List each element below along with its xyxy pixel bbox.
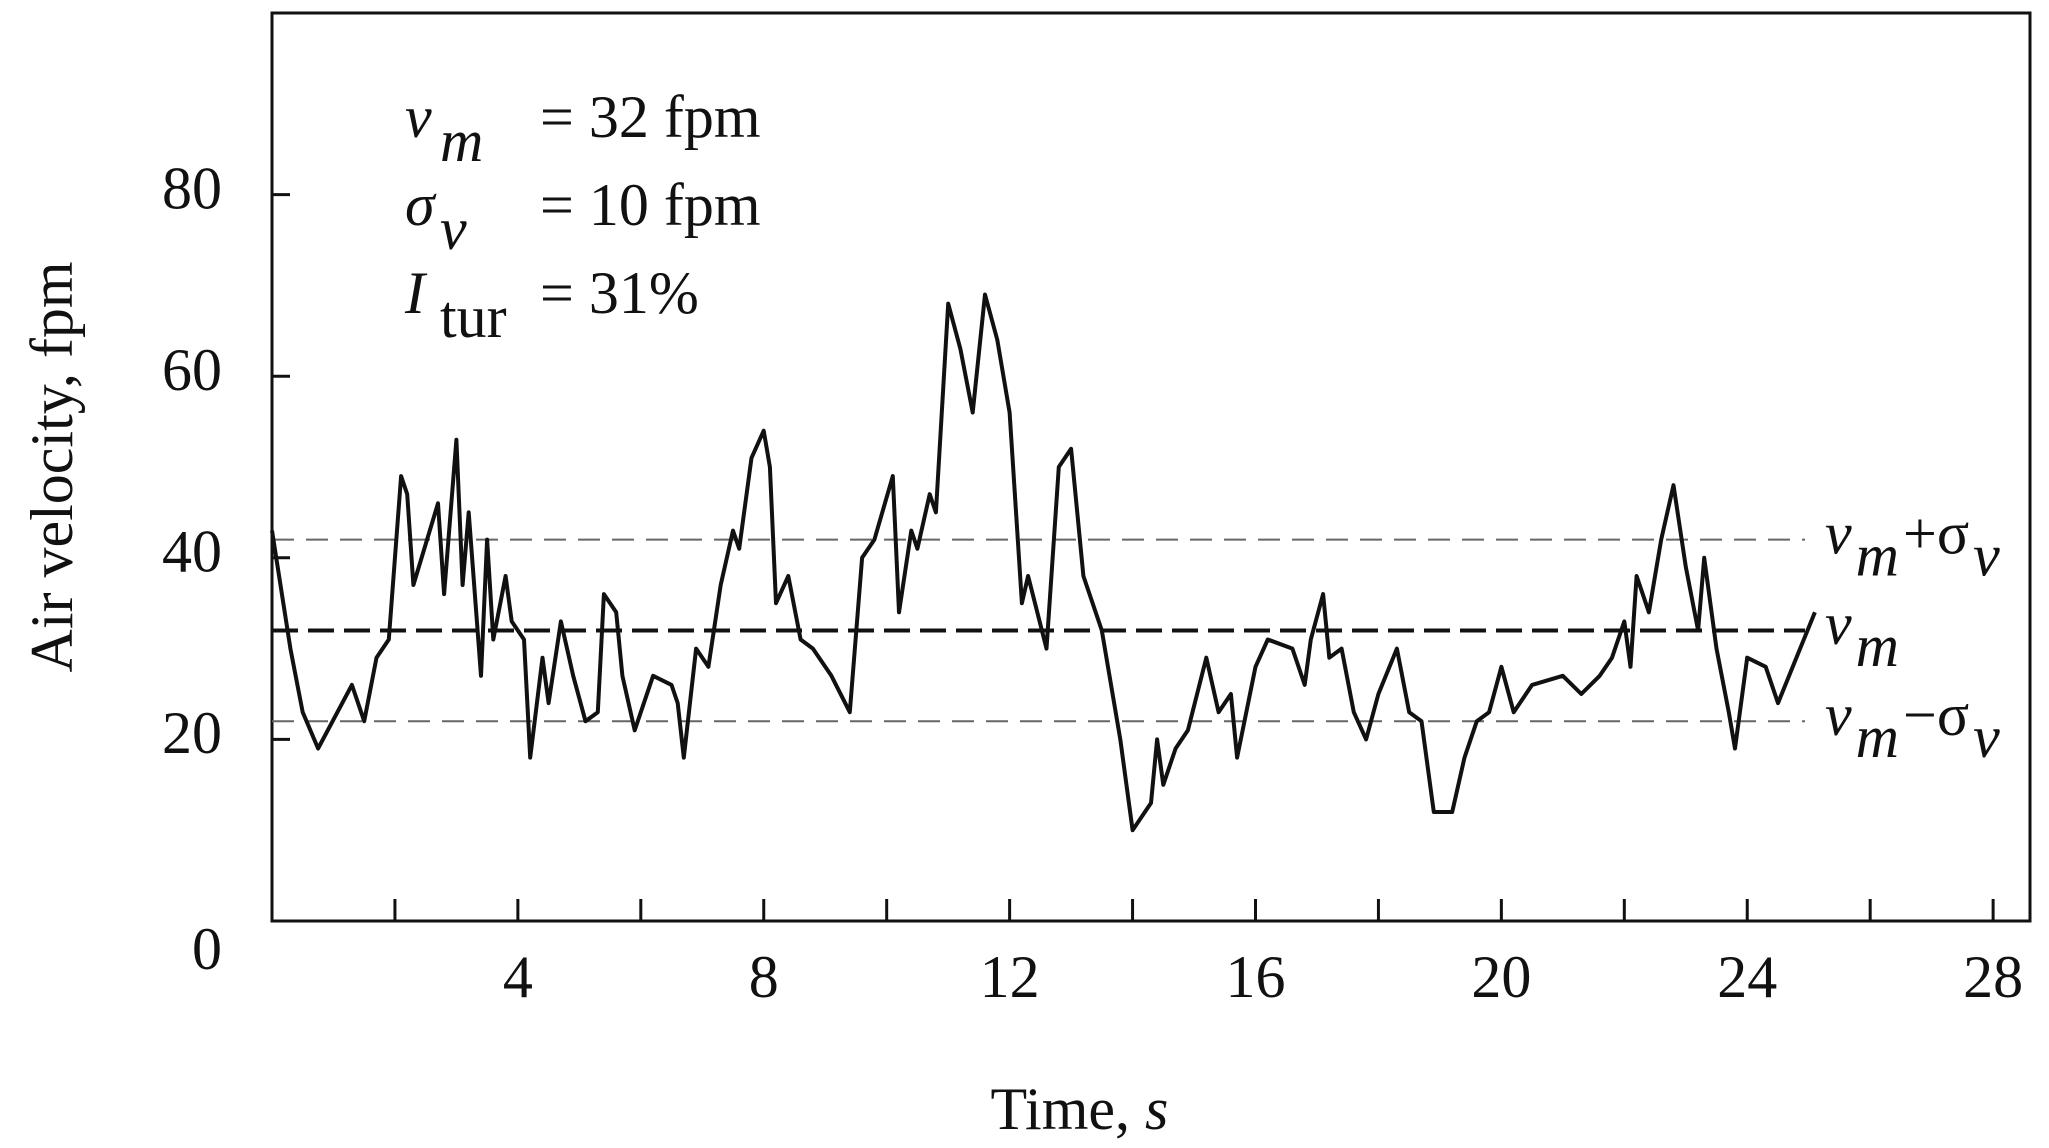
annotation-value: = 32 fpm <box>540 84 761 150</box>
reference-label: v <box>1825 500 1852 566</box>
y-axis-label: Air velocity, fpm <box>19 261 85 672</box>
plot-frame <box>270 11 2032 923</box>
annotation-subscript: tur <box>440 284 507 350</box>
x-axis-variable: s <box>1145 1076 1168 1142</box>
x-tick-label: 16 <box>1225 944 1285 1010</box>
reference-label-subscript: m <box>1856 613 1899 679</box>
annotation-symbol: σ <box>405 172 437 238</box>
x-tick-label: 24 <box>1717 944 1777 1010</box>
reference-label-subscript: v <box>1973 704 2000 770</box>
reference-label: +σ <box>1903 500 1969 566</box>
reference-label-subscript: m <box>1856 522 1899 588</box>
reference-label: −σ <box>1903 682 1969 748</box>
annotation-subscript: v <box>440 196 467 262</box>
reference-label: v <box>1825 591 1852 657</box>
x-tick-label: 28 <box>1963 944 2023 1010</box>
x-tick-label: 12 <box>980 944 1040 1010</box>
annotation-value: = 31% <box>540 260 699 326</box>
data-line <box>270 292 1817 833</box>
annotation-subscript: m <box>440 108 483 174</box>
annotation-symbol: v <box>405 84 432 150</box>
y-tick-label: 60 <box>162 337 222 403</box>
y-tick-label: 20 <box>162 700 222 766</box>
reference-label-subscript: m <box>1856 704 1899 770</box>
reference-label: v <box>1825 682 1852 748</box>
x-tick-label: 8 <box>749 944 779 1010</box>
x-tick-label: 4 <box>503 944 533 1010</box>
annotation-symbol: I <box>404 260 428 326</box>
y-tick-label: 0 <box>192 916 222 982</box>
y-tick-label: 80 <box>162 155 222 221</box>
reference-label-subscript: v <box>1973 522 2000 588</box>
x-axis-label: Time, <box>990 1076 1130 1142</box>
x-tick-label: 20 <box>1471 944 1531 1010</box>
y-tick-label: 40 <box>162 519 222 585</box>
annotation-value: = 10 fpm <box>540 172 761 238</box>
